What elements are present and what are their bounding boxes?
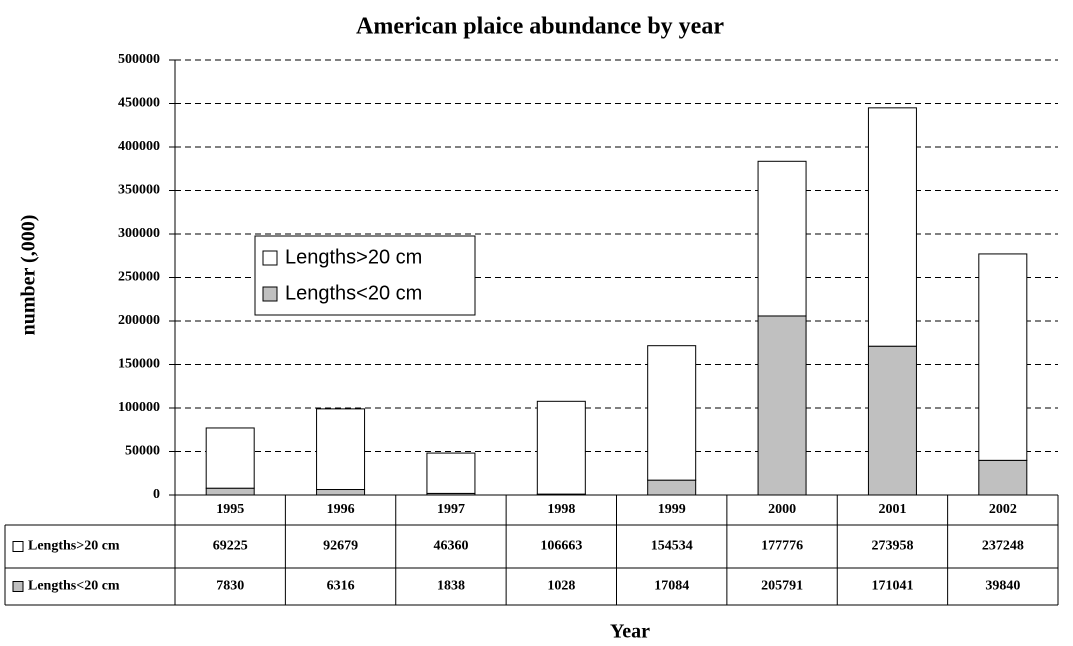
- bar: [316, 489, 366, 496]
- table-legend-label: Lengths<20 cm: [28, 579, 120, 594]
- table-value: 7830: [216, 579, 244, 594]
- x-tick-label: 1996: [327, 502, 355, 517]
- bar: [978, 253, 1028, 461]
- bar: [316, 408, 366, 491]
- bar: [757, 160, 807, 317]
- y-tick-label: 250000: [118, 270, 160, 285]
- table-value: 1028: [547, 579, 575, 594]
- x-tick-label: 1995: [216, 502, 244, 517]
- bar: [205, 487, 255, 496]
- table-value: 106663: [540, 539, 582, 554]
- x-tick-label: 1997: [437, 502, 465, 517]
- legend: [254, 235, 476, 316]
- y-tick-label: 100000: [118, 400, 160, 415]
- legend-label: Lengths>20 cm: [285, 246, 422, 268]
- bar: [978, 459, 1028, 496]
- y-tick-label: 350000: [118, 183, 160, 198]
- x-tick-label: 2000: [768, 502, 796, 517]
- y-tick-label: 200000: [118, 313, 160, 328]
- y-axis-label: number (,000): [18, 215, 40, 336]
- legend-key: [262, 250, 278, 266]
- table-legend-key: [12, 541, 24, 552]
- legend-key: [262, 286, 278, 302]
- bar: [867, 345, 917, 496]
- bar: [757, 315, 807, 496]
- table-value: 273958: [871, 539, 913, 554]
- x-tick-label: 1999: [658, 502, 686, 517]
- chart-title: American plaice abundance by year: [356, 14, 724, 40]
- legend-label: Lengths<20 cm: [285, 282, 422, 304]
- table-value: 92679: [323, 539, 358, 554]
- bar: [647, 345, 697, 481]
- table-value: 39840: [985, 579, 1020, 594]
- table-value: 1838: [437, 579, 465, 594]
- table-value: 154534: [651, 539, 693, 554]
- y-tick-label: 300000: [118, 226, 160, 241]
- bar: [205, 427, 255, 489]
- bar: [536, 400, 586, 495]
- y-tick-label: 500000: [118, 52, 160, 67]
- x-tick-label: 1998: [547, 502, 575, 517]
- y-tick-label: 0: [153, 487, 160, 502]
- y-tick-label: 50000: [125, 444, 160, 459]
- x-tick-label: 2001: [878, 502, 906, 517]
- bar: [867, 107, 917, 347]
- x-axis-label: Year: [610, 621, 650, 643]
- table-value: 177776: [761, 539, 803, 554]
- y-tick-label: 150000: [118, 357, 160, 372]
- table-value: 6316: [327, 579, 355, 594]
- table-value: 46360: [433, 539, 468, 554]
- bar: [426, 452, 476, 494]
- table-value: 237248: [982, 539, 1024, 554]
- table-legend-key: [12, 581, 24, 592]
- y-tick-label: 450000: [118, 96, 160, 111]
- table-value: 17084: [654, 579, 689, 594]
- table-value: 171041: [871, 579, 913, 594]
- bar: [647, 479, 697, 496]
- table-value: 205791: [761, 579, 803, 594]
- x-tick-label: 2002: [989, 502, 1017, 517]
- y-tick-label: 400000: [118, 139, 160, 154]
- table-legend-label: Lengths>20 cm: [28, 539, 120, 554]
- table-value: 69225: [213, 539, 248, 554]
